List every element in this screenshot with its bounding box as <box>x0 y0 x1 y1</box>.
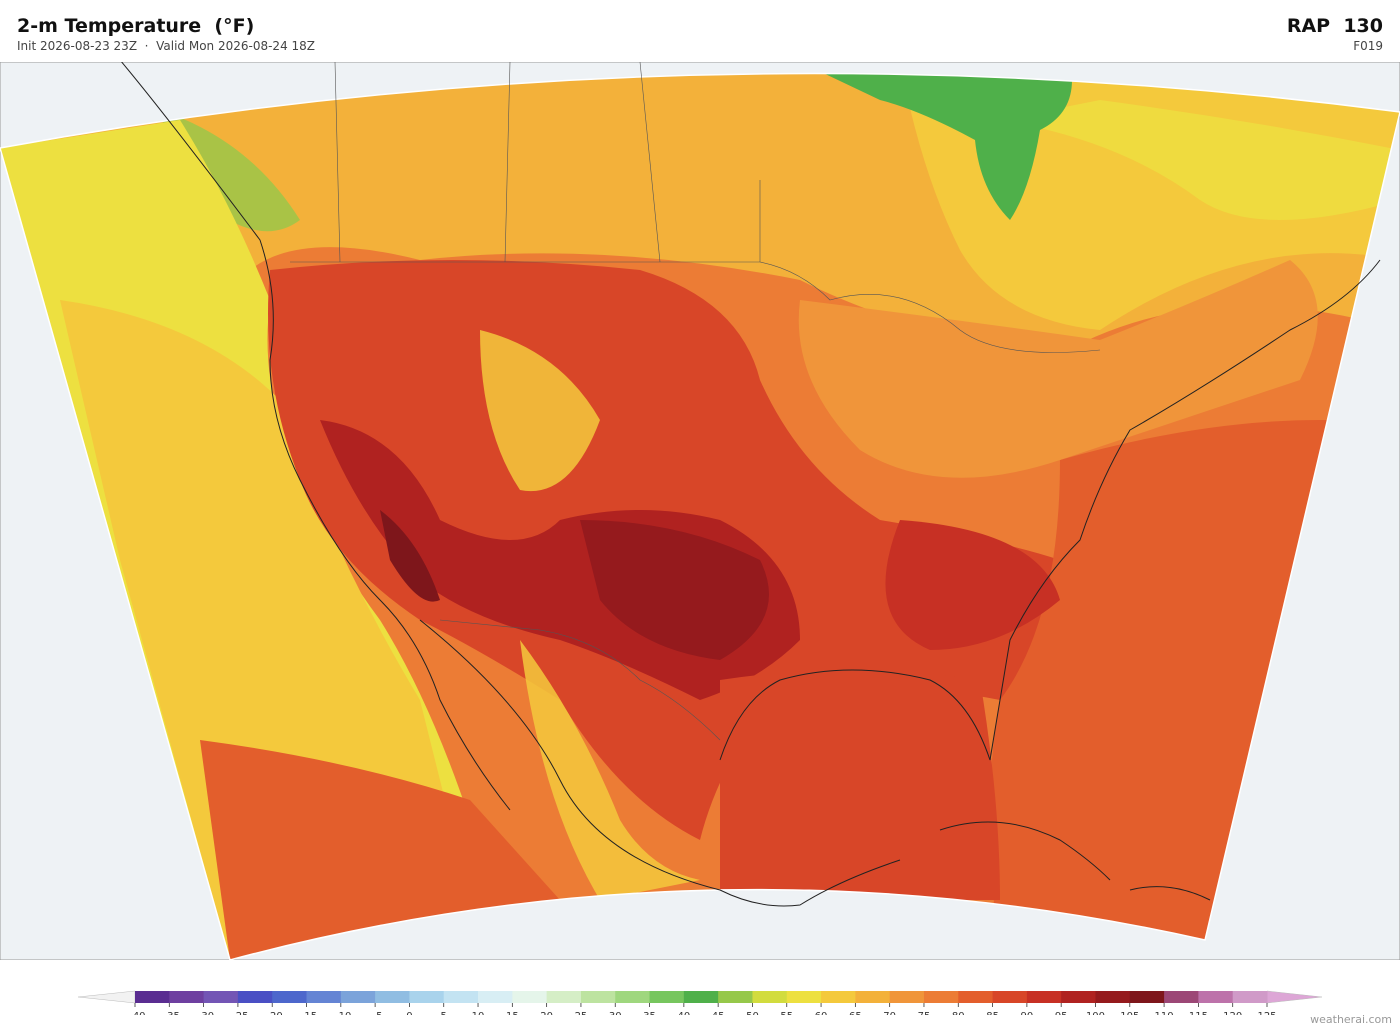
colorbar-swatch <box>889 991 925 1003</box>
colorbar-tick-label: 95 <box>1055 1011 1068 1015</box>
colorbar-tick-label: −20 <box>262 1011 283 1015</box>
colorbar-tick-label: 70 <box>883 1011 896 1015</box>
colorbar-swatch <box>512 991 548 1003</box>
colorbar-tick-label: −40 <box>124 1011 145 1015</box>
colorbar-swatch <box>237 991 273 1003</box>
colorbar-tick-label: 55 <box>780 1011 793 1015</box>
colorbar-swatch <box>752 991 788 1003</box>
colorbar-swatch <box>375 991 410 1003</box>
colorbar-swatch <box>443 991 479 1003</box>
colorbar-tick-label: 120 <box>1223 1011 1242 1015</box>
map <box>0 62 1400 960</box>
colorbar-tick-label: 105 <box>1120 1011 1139 1015</box>
colorbar-tick-label: −35 <box>159 1011 180 1015</box>
colorbar-tick-label: 10 <box>472 1011 485 1015</box>
colorbar-swatch <box>306 991 342 1003</box>
colorbar-tick-label: −5 <box>368 1011 383 1015</box>
forecast-hour: F019 <box>1353 39 1383 53</box>
colorbar-swatch <box>615 991 651 1003</box>
colorbar-under <box>77 990 136 1004</box>
colorbar-swatch <box>478 991 513 1003</box>
colorbar-tick-label: 80 <box>952 1011 965 1015</box>
colorbar-tick-label: 0 <box>406 1011 412 1015</box>
colorbar-tick-label: 75 <box>918 1011 931 1015</box>
colorbar-swatch <box>649 991 685 1003</box>
colorbar: −40 −35 −30 −25 −20 −15 −10 −5 0 5 10 15 20 25 30 35 40 4… <box>77 990 1323 1015</box>
colorbar-swatch <box>1095 991 1131 1003</box>
colorbar-swatch <box>169 991 205 1003</box>
colorbar-swatch <box>135 991 170 1003</box>
colorbar-swatch <box>1232 991 1268 1003</box>
footer-credit: weatherai.com <box>1310 1013 1392 1026</box>
colorbar-tick-label: 125 <box>1257 1011 1276 1015</box>
colorbar-swatch <box>1129 991 1165 1003</box>
colorbar-tick-label: 25 <box>575 1011 588 1015</box>
colorbar-swatch <box>340 991 376 1003</box>
colorbar-tick-label: 85 <box>986 1011 999 1015</box>
colorbar-tick-label: 5 <box>441 1011 447 1015</box>
colorbar-swatch <box>923 991 959 1003</box>
colorbar-swatch <box>1026 991 1062 1003</box>
colorbar-tick-label: 45 <box>712 1011 725 1015</box>
colorbar-tick-label: 60 <box>815 1011 828 1015</box>
colorbar-swatch <box>409 991 445 1003</box>
colorbar-swatch <box>203 991 239 1003</box>
subtitle: Init 2026-08-23 23Z · Valid Mon 2026-08-… <box>17 39 316 53</box>
domain-outline <box>0 72 1400 960</box>
colorbar-swatch <box>683 991 719 1003</box>
colorbar-swatch <box>272 991 308 1003</box>
colorbar-swatch <box>580 991 616 1003</box>
colorbar-swatch <box>958 991 994 1003</box>
colorbar-tick-label: 65 <box>849 1011 862 1015</box>
colorbar-tick-label: 115 <box>1189 1011 1208 1015</box>
colorbar-swatch <box>718 991 753 1003</box>
colorbar-swatch <box>992 991 1028 1003</box>
title: 2-m Temperature (°F) <box>17 15 255 37</box>
colorbar-swatch <box>821 991 856 1003</box>
colorbar-tick-label: −10 <box>330 1011 351 1015</box>
colorbar-swatch <box>1198 991 1234 1003</box>
colorbar-tick-label: 50 <box>746 1011 759 1015</box>
colorbar-swatch <box>1164 991 1199 1003</box>
colorbar-tick-label: 90 <box>1021 1011 1034 1015</box>
coastlines <box>121 62 1381 907</box>
colorbar-tick-label: −15 <box>296 1011 317 1015</box>
colorbar-swatch <box>546 991 582 1003</box>
colorbar-tick-label: 100 <box>1086 1011 1105 1015</box>
colorbar-tick-label: −30 <box>193 1011 214 1015</box>
model-name: RAP 130 <box>1286 15 1383 37</box>
colorbar-swatch <box>1061 991 1096 1003</box>
colorbar-swatch <box>855 991 891 1003</box>
colorbar-tick-label: 40 <box>677 1011 690 1015</box>
temperature-field <box>0 73 1400 960</box>
colorbar-tick-label: −25 <box>227 1011 248 1015</box>
colorbar-tick-label: 15 <box>506 1011 519 1015</box>
colorbar-tick-label: 20 <box>540 1011 553 1015</box>
colorbar-tick-label: 35 <box>643 1011 656 1015</box>
colorbar-over <box>1266 990 1323 1004</box>
colorbar-tick-label: 30 <box>609 1011 622 1015</box>
colorbar-tick-label: 110 <box>1155 1011 1174 1015</box>
colorbar-swatch <box>786 991 822 1003</box>
borders <box>290 62 1101 741</box>
